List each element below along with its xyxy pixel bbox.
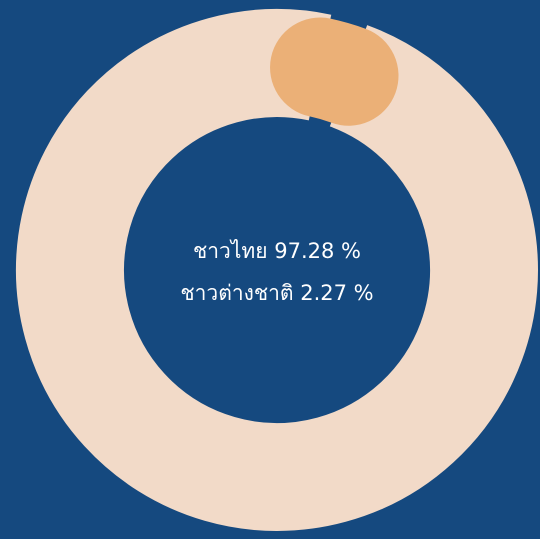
label-row: ชาวไทย 97.28 % bbox=[127, 230, 427, 272]
donut-segment bbox=[270, 17, 399, 126]
category-label: ชาวต่างชาติ bbox=[180, 281, 294, 305]
label-row: ชาวต่างชาติ 2.27 % bbox=[127, 272, 427, 314]
donut-segment bbox=[16, 9, 538, 531]
value-label: 97.28 % bbox=[274, 239, 361, 263]
value-label: 2.27 % bbox=[300, 281, 374, 305]
center-labels: ชาวไทย 97.28 % ชาวต่างชาติ 2.27 % bbox=[127, 230, 427, 314]
category-label: ชาวไทย bbox=[193, 239, 268, 263]
